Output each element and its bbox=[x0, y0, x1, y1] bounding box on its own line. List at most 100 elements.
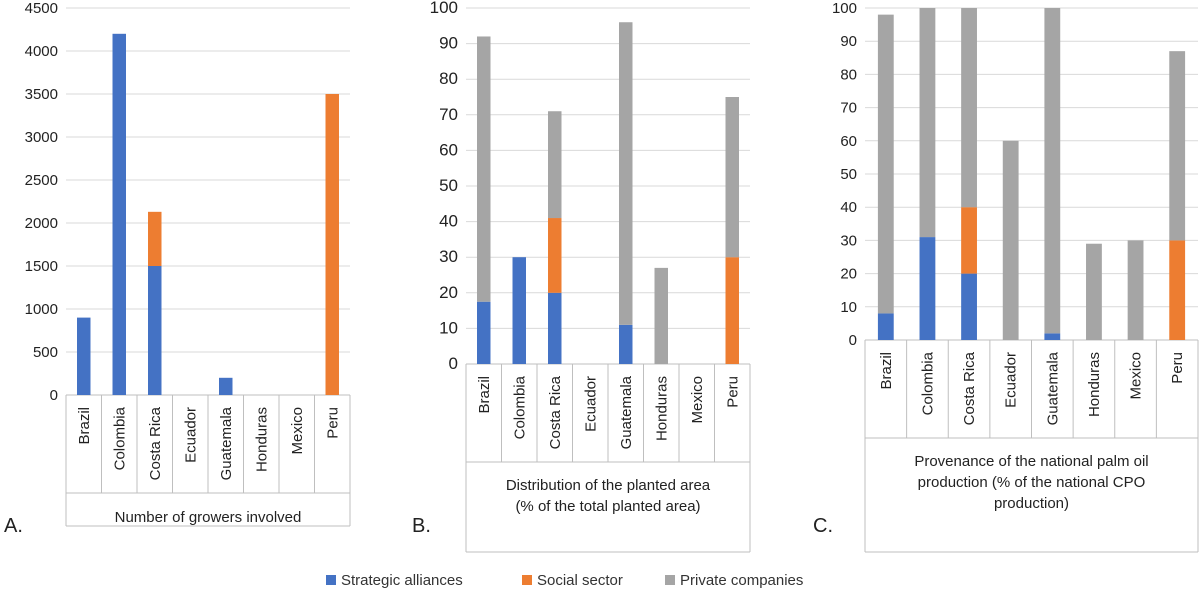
bar-segment bbox=[877, 14, 894, 314]
y-tick-label: 50 bbox=[840, 166, 857, 183]
y-tick-label: 1500 bbox=[25, 258, 58, 275]
bar-segment bbox=[548, 292, 562, 364]
bar-segment bbox=[112, 33, 126, 396]
x-tick-label: Colombia bbox=[111, 406, 128, 470]
y-tick-label: 10 bbox=[840, 299, 857, 316]
y-tick-label: 2000 bbox=[25, 215, 58, 232]
axis-title-line: (% of the total planted area) bbox=[515, 498, 700, 515]
x-tick-label: Colombia bbox=[511, 375, 528, 439]
panel-label: A. bbox=[4, 515, 23, 537]
bar-segment bbox=[1044, 8, 1061, 334]
x-tick-label: Honduras bbox=[1086, 352, 1103, 417]
bar-segment bbox=[219, 377, 233, 395]
y-tick-label: 3000 bbox=[25, 129, 58, 146]
legend: Strategic alliances Social sector Private … bbox=[326, 572, 803, 589]
x-tick-label: Guatemala bbox=[1044, 351, 1061, 425]
y-tick-label: 0 bbox=[50, 387, 58, 404]
bar-segment bbox=[477, 36, 491, 302]
legend-label: Strategic alliances bbox=[341, 572, 463, 589]
bar-segment bbox=[148, 266, 162, 395]
legend-swatch bbox=[665, 575, 675, 585]
bar-segment bbox=[725, 257, 739, 364]
y-tick-label: 80 bbox=[439, 69, 458, 88]
x-tick-label: Mexico bbox=[1128, 352, 1145, 400]
x-tick-label: Peru bbox=[324, 407, 341, 439]
x-tick-label: Brazil bbox=[878, 352, 895, 390]
x-tick-label: Guatemala bbox=[218, 406, 235, 480]
y-tick-label: 30 bbox=[439, 247, 458, 266]
y-tick-label: 100 bbox=[430, 0, 458, 17]
x-tick-label: Colombia bbox=[919, 351, 936, 415]
panel-label: B. bbox=[412, 515, 431, 537]
bar-segment bbox=[619, 22, 633, 325]
x-tick-label: Mexico bbox=[289, 407, 306, 455]
y-tick-label: 100 bbox=[832, 0, 857, 17]
bar-segment bbox=[619, 324, 633, 364]
chart-panels: 0 500 1000 1500 2000 2500 3000 3500 40 0 0 4500 Braz… bbox=[4, 0, 1199, 553]
y-tick-label: 80 bbox=[840, 66, 857, 83]
x-tick-label: Honduras bbox=[653, 376, 670, 441]
axis-title-line: production (% of the national CPO bbox=[918, 474, 1146, 491]
x-tick-label: Costa Rica bbox=[961, 351, 978, 425]
y-tick-label: 500 bbox=[33, 344, 58, 361]
y-tick-label: 70 bbox=[439, 105, 458, 124]
legend-swatch bbox=[522, 575, 532, 585]
chart-panel-1: 0 500 1000 1500 2000 2500 3000 3500 4000 4500 Braz… bbox=[4, 0, 351, 537]
y-tick-label: 0 bbox=[849, 332, 857, 349]
axis-title-line: Provenance of the national palm oil bbox=[914, 453, 1148, 470]
x-tick-label: Brazil bbox=[76, 407, 93, 445]
axis-title-line: Number of growers involved bbox=[115, 509, 302, 526]
bar-segment bbox=[477, 301, 491, 364]
bar-segment bbox=[1044, 333, 1061, 340]
legend-label: Private companies bbox=[680, 572, 803, 589]
bar-segment bbox=[877, 313, 894, 340]
bar-segment bbox=[77, 317, 91, 395]
x-tick-label: Costa Rica bbox=[147, 406, 164, 480]
y-tick-label: 40 bbox=[840, 199, 857, 216]
bar-segment bbox=[919, 237, 936, 340]
bar-segment bbox=[654, 267, 668, 364]
chart-panel-3: 0 10 20 30 40 50 60 70 80 90 100 Brazil Colombia Cost… bbox=[813, 0, 1199, 553]
y-tick-label: 2500 bbox=[25, 172, 58, 189]
bar-segment bbox=[512, 257, 526, 364]
bar-segment bbox=[148, 211, 162, 266]
y-tick-label: 90 bbox=[840, 33, 857, 50]
bar-segment bbox=[961, 273, 977, 340]
bar-segment bbox=[548, 218, 562, 293]
y-tick-label: 20 bbox=[439, 283, 458, 302]
x-tick-label: Peru bbox=[1169, 352, 1186, 384]
bar-segment bbox=[961, 207, 977, 274]
x-tick-label: Guatemala bbox=[618, 375, 635, 449]
axis-title-line: Distribution of the planted area bbox=[506, 477, 711, 494]
axis-title-line: production) bbox=[994, 495, 1069, 512]
x-tick-label: Peru bbox=[724, 376, 741, 408]
x-tick-label: Brazil bbox=[476, 376, 493, 414]
y-tick-label: 50 bbox=[439, 176, 458, 195]
x-tick-label: Mexico bbox=[689, 376, 706, 424]
x-tick-label: Honduras bbox=[253, 407, 270, 472]
y-tick-label: 4500 bbox=[25, 0, 58, 17]
y-tick-label: 1000 bbox=[25, 301, 58, 318]
bar-segment bbox=[919, 8, 936, 238]
panel-label: C. bbox=[813, 515, 833, 537]
bar-segment bbox=[1127, 240, 1144, 340]
bar-segment bbox=[725, 97, 739, 258]
bar-segment bbox=[961, 8, 977, 208]
bar-segment bbox=[548, 111, 562, 219]
chart-panel-2: 0 10 20 30 40 50 60 70 80 90 100 Brazil Colombia Cost… bbox=[412, 0, 751, 553]
bar-segment bbox=[1002, 140, 1019, 340]
x-tick-label: Ecuador bbox=[582, 376, 599, 432]
bar-segment bbox=[325, 94, 339, 395]
y-tick-label: 30 bbox=[840, 232, 857, 249]
y-tick-label: 60 bbox=[840, 133, 857, 150]
y-tick-label: 40 bbox=[439, 212, 458, 231]
y-tick-label: 90 bbox=[439, 34, 458, 53]
y-tick-label: 3500 bbox=[25, 86, 58, 103]
x-tick-label: Ecuador bbox=[1003, 352, 1020, 408]
legend-label: Social sector bbox=[537, 572, 623, 589]
y-tick-label: 0 bbox=[449, 354, 458, 373]
bar-segment bbox=[1169, 51, 1186, 241]
legend-swatch bbox=[326, 575, 336, 585]
y-tick-label: 10 bbox=[439, 318, 458, 337]
x-tick-label: Ecuador bbox=[182, 407, 199, 463]
